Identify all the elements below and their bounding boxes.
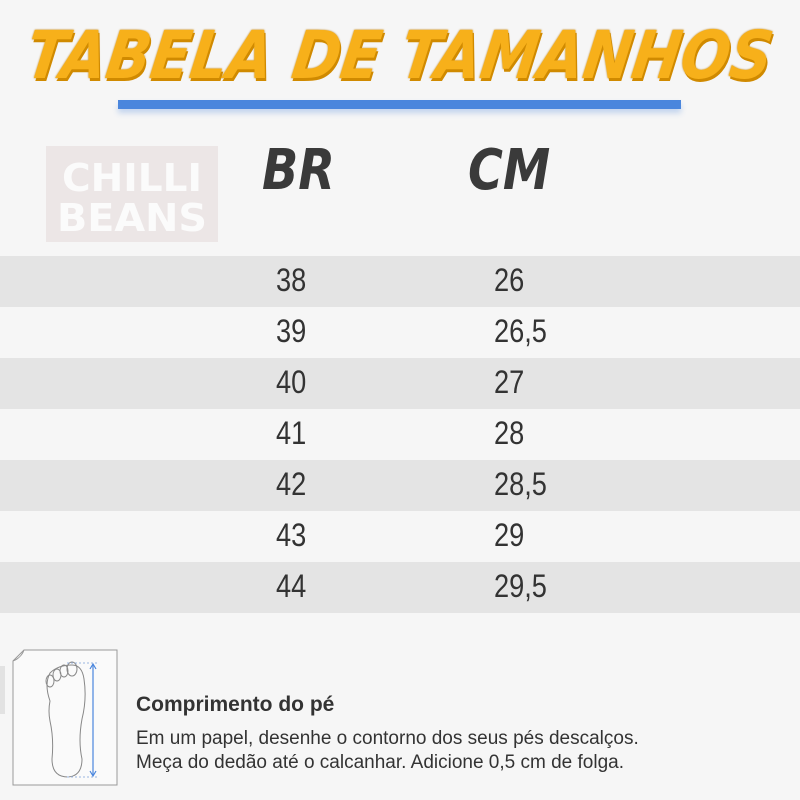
cm-size: 29,5	[494, 568, 547, 604]
table-row: 42 28,5	[0, 460, 800, 511]
foot-measure-icon	[12, 649, 118, 786]
table-row: 43 29	[0, 511, 800, 562]
table-row: 40 27	[0, 358, 800, 409]
page-title: TABELA DE TAMANHOS	[21, 17, 779, 94]
table-row: 44 29,5	[0, 562, 800, 613]
br-size: 41	[276, 415, 307, 451]
instructions-line-1: Em um papel, desenhe o contorno dos seus…	[136, 728, 639, 749]
brand-logo: CHILLI BEANS	[46, 146, 218, 242]
table-row: 41 28	[0, 409, 800, 460]
title-underline	[118, 100, 681, 109]
column-header-br: BR	[262, 138, 335, 203]
br-size: 43	[276, 517, 307, 553]
svg-text:CHILLI: CHILLI	[62, 156, 202, 200]
cm-size: 27	[494, 364, 525, 400]
cm-size: 28	[494, 415, 525, 451]
title-area: TABELA DE TAMANHOS	[0, 14, 800, 98]
br-size: 38	[276, 262, 307, 298]
table-row: 39 26,5	[0, 307, 800, 358]
instructions-title: Comprimento do pé	[136, 693, 335, 716]
side-bar-decoration	[0, 666, 5, 714]
size-table: 38 26 39 26,5 40 27 41 28 42 28,5 43 29 44 29,5	[0, 256, 800, 613]
br-size: 42	[276, 466, 307, 502]
column-header-cm: CM	[468, 138, 551, 203]
cm-size: 29	[494, 517, 525, 553]
cm-size: 26,5	[494, 313, 547, 349]
cm-size: 26	[494, 262, 525, 298]
instructions-line-2: Meça do dedão até o calcanhar. Adicione …	[136, 752, 624, 773]
br-size: 40	[276, 364, 307, 400]
cm-size: 28,5	[494, 466, 547, 502]
svg-text:BEANS: BEANS	[57, 196, 207, 237]
table-row: 38 26	[0, 256, 800, 307]
br-size: 44	[276, 568, 307, 604]
br-size: 39	[276, 313, 307, 349]
